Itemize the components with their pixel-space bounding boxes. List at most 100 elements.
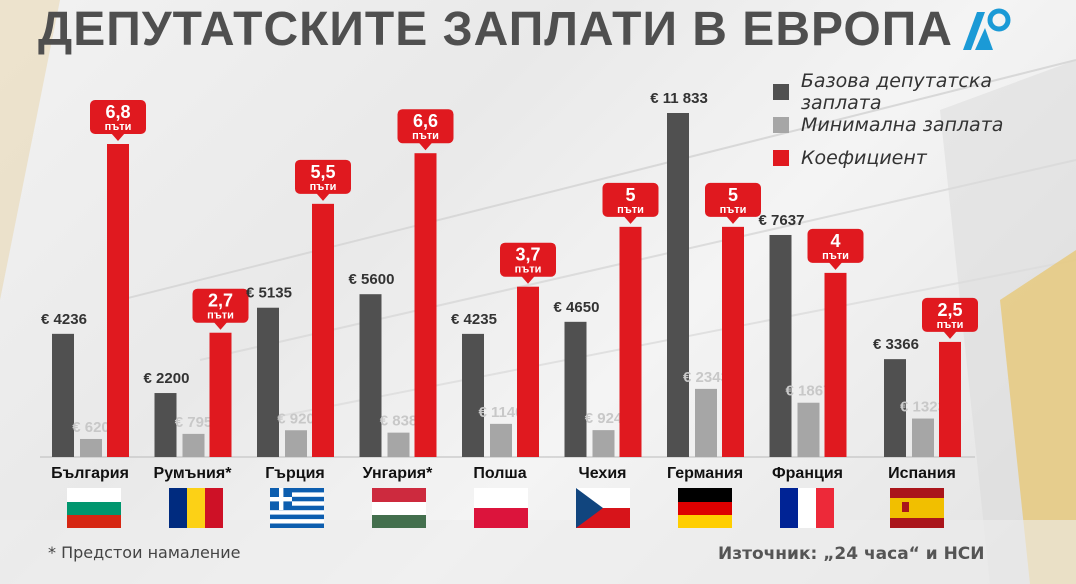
callout-unit-label: пъти [937, 319, 964, 331]
bar-base-salary [667, 113, 689, 457]
data-label-coefficient: 2,5 [937, 300, 962, 320]
data-label-base-salary: € 4235 [451, 311, 497, 328]
callout-unit-label: пъти [720, 204, 747, 216]
data-label-minimum-wage: € 620 [72, 419, 110, 436]
callout-box [602, 182, 659, 217]
data-label-minimum-wage: € 1867 [786, 383, 832, 400]
callout-pointer [111, 133, 125, 141]
data-label-coefficient: 6,6 [413, 111, 438, 131]
czech-flag-icon [576, 488, 630, 528]
poland-flag-icon [474, 488, 528, 528]
data-label-base-salary: € 2200 [144, 370, 190, 387]
bar-minimum-wage [592, 430, 615, 457]
bar-minimum-wage [695, 388, 717, 457]
bar-base-salary [359, 294, 382, 457]
france-flag-icon [780, 488, 834, 528]
data-label-base-salary: € 11 833 [650, 90, 708, 107]
germany-flag-icon [678, 488, 732, 528]
callout-unit-label: пъти [207, 310, 234, 322]
callout-pointer [418, 142, 433, 151]
category-label: Испания [888, 465, 956, 482]
callout-pointer [726, 215, 740, 224]
callout-pointer [521, 275, 535, 284]
callout-box [500, 242, 556, 277]
callout-box [705, 182, 761, 217]
callout-unit-label: пъти [617, 204, 644, 216]
data-label-coefficient: 5 [625, 185, 635, 205]
spain-flag-icon [890, 488, 944, 528]
data-label-minimum-wage: € 1140 [478, 404, 523, 421]
bar-coefficient [209, 332, 232, 457]
bar-coefficient [619, 226, 642, 457]
bar-base-salary [884, 359, 906, 457]
bar-base-salary [257, 307, 279, 457]
legend-swatch [773, 83, 789, 100]
bar-minimum-wage [285, 430, 307, 457]
bar-minimum-wage [912, 418, 934, 457]
data-label-base-salary: € 4236 [41, 311, 87, 328]
legend-item-base-salary: Базова депутатска заплата [773, 70, 1076, 114]
hungary-flag-icon [372, 488, 426, 528]
legend-label: Коефициент [801, 146, 927, 169]
data-label-minimum-wage: € 838 [380, 413, 418, 430]
callout-unit-label: пъти [105, 121, 132, 133]
data-label-base-salary: € 5135 [246, 285, 292, 302]
callout-box [295, 159, 351, 194]
bar-coefficient [824, 272, 847, 457]
bar-base-salary [462, 333, 484, 457]
category-label: Германия [667, 465, 743, 482]
footnote: * Предстои намаление [48, 543, 241, 562]
category-label: Франция [772, 465, 843, 482]
callout-pointer [316, 192, 330, 201]
bar-base-salary [154, 393, 177, 457]
legend-label: Минимална заплата [801, 113, 1004, 136]
legend: Базова депутатска заплата Минимална запл… [773, 70, 1076, 174]
legend-item-coefficient: Коефициент [773, 141, 1076, 174]
category-label: Полша [473, 465, 526, 482]
bar-coefficient [107, 144, 129, 457]
bar-base-salary [564, 321, 587, 457]
data-label-minimum-wage: € 1323 [900, 399, 946, 416]
callout-box [922, 297, 978, 332]
bar-coefficient [414, 153, 437, 458]
callout-box [397, 109, 454, 144]
data-label-base-salary: € 4650 [554, 299, 600, 316]
callout-box [90, 100, 146, 134]
callout-unit-label: пъти [822, 250, 849, 262]
category-label: Чехия [579, 465, 627, 482]
legend-item-minimum-wage: Минимална заплата [773, 108, 1076, 141]
data-label-coefficient: 4 [830, 231, 840, 251]
channel-logo-icon [963, 8, 1011, 50]
callout-pointer [828, 261, 843, 270]
legend-swatch [773, 149, 789, 166]
data-label-coefficient: 5,5 [310, 162, 335, 182]
data-label-minimum-wage: € 795 [175, 414, 213, 431]
callout-unit-label: пъти [515, 264, 542, 276]
bar-base-salary [769, 234, 792, 457]
data-label-minimum-wage: € 920 [277, 410, 315, 427]
data-label-minimum-wage: € 2343 [683, 369, 729, 386]
category-label: България [51, 465, 129, 482]
callout-pointer [623, 215, 638, 224]
category-label: Румъния* [154, 465, 233, 482]
data-label-minimum-wage: € 924 [585, 410, 623, 427]
bulgaria-flag-icon [67, 488, 121, 528]
bar-base-salary [52, 333, 74, 457]
data-label-coefficient: 5 [728, 185, 738, 205]
bar-coefficient [517, 286, 539, 457]
data-label-coefficient: 6,8 [105, 102, 130, 122]
callout-unit-label: пъти [412, 130, 439, 142]
bar-coefficient [939, 341, 961, 457]
